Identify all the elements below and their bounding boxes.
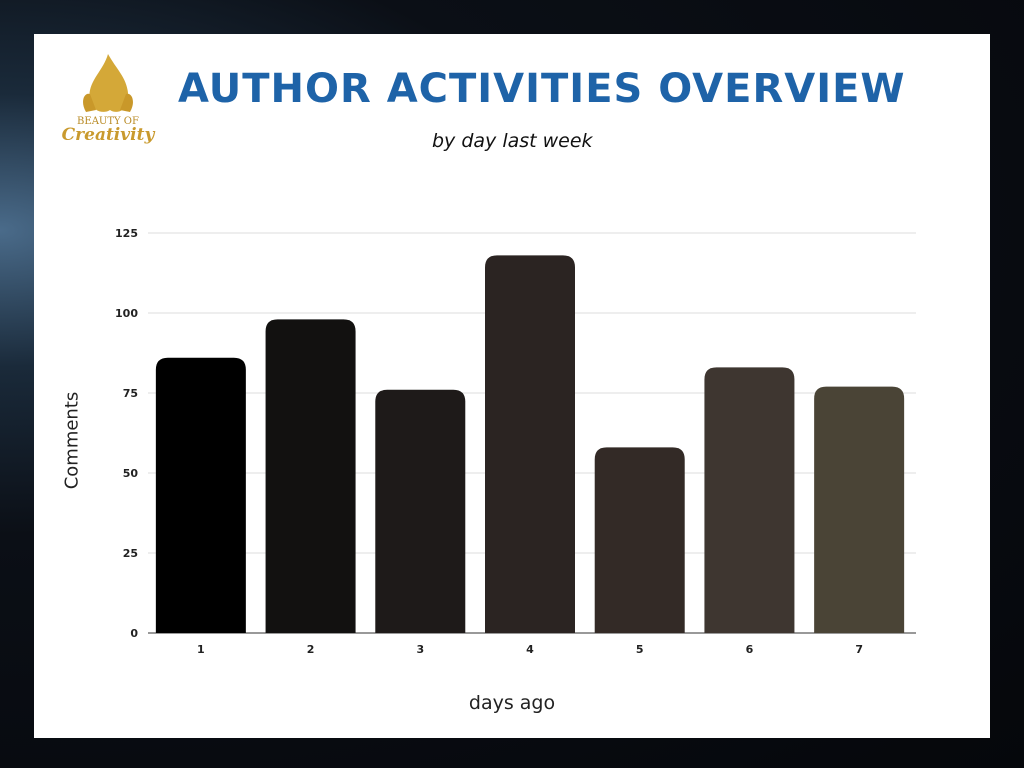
bar-3 [375,389,466,633]
y-tick-label: 75 [123,387,138,400]
bar-6 [704,367,795,633]
y-axis-label: Comments [61,391,83,490]
x-tick-label: 4 [526,643,534,656]
y-tick-label: 0 [130,627,138,640]
x-tick-label: 2 [307,643,315,656]
chart-subtitle: by day last week [432,130,593,152]
bar-5 [594,447,685,633]
y-tick-label: 100 [115,307,138,320]
x-tick-label: 6 [746,643,754,656]
logo-icon: BEAUTY OF Creativity [62,54,156,144]
y-tick-label: 50 [123,467,139,480]
bar-4 [485,255,575,633]
bar-1 [155,357,246,633]
x-tick-label: 5 [636,643,644,656]
x-tick-label: 7 [855,643,863,656]
x-tick-label: 3 [416,643,424,656]
x-axis-label: days ago [468,692,556,714]
svg-text:Creativity: Creativity [62,125,156,144]
y-tick-label: 125 [115,227,138,240]
x-tick-label: 1 [197,643,205,656]
bar-2 [265,319,356,633]
y-tick-label: 25 [123,547,138,560]
bar-7 [814,386,905,633]
svg-text:BEAUTY OF: BEAUTY OF [77,116,139,127]
chart-title: AUTHOR ACTIVITIES OVERVIEW [178,66,906,112]
